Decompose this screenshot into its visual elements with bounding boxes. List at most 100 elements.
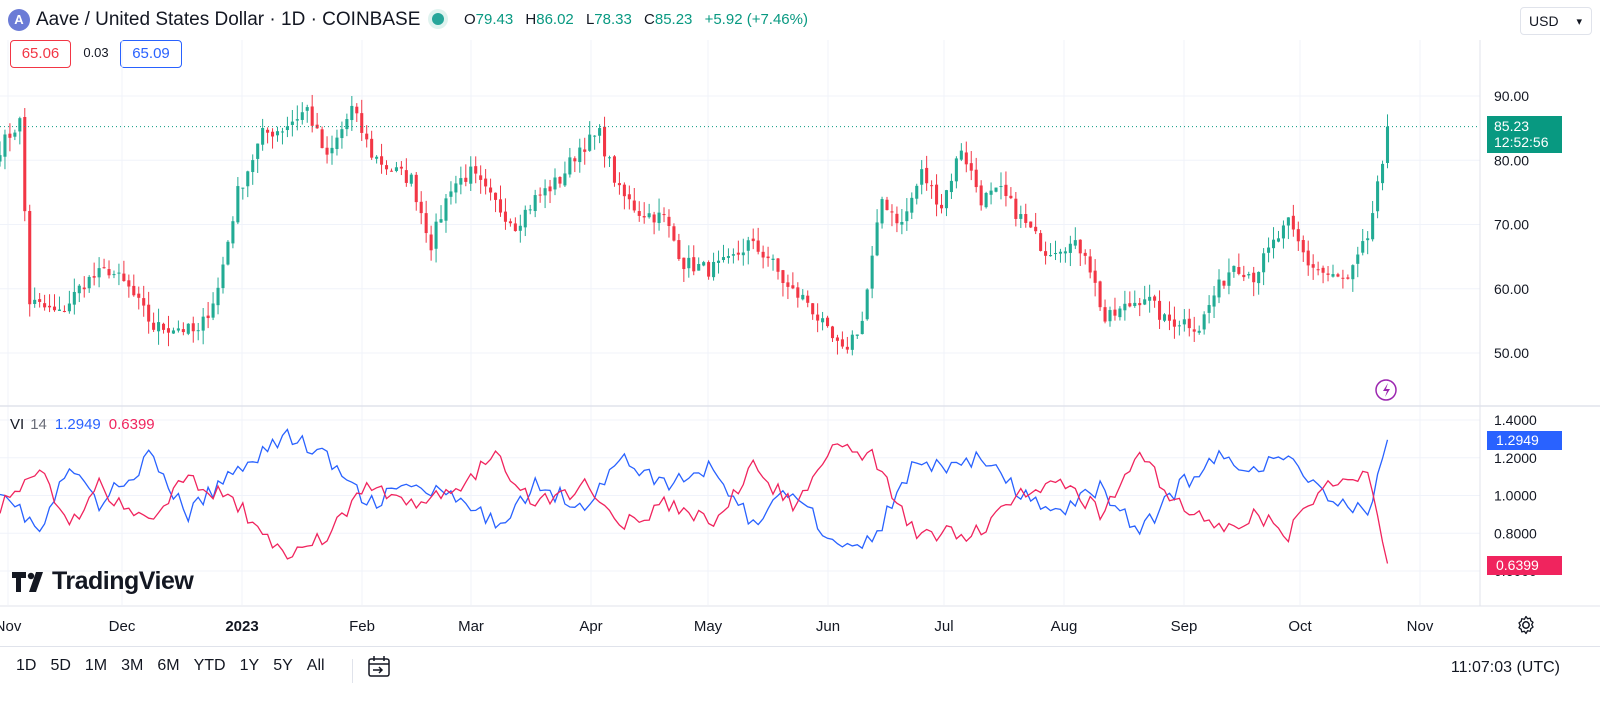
candle-body	[469, 166, 473, 184]
candle-body	[479, 175, 483, 180]
time-axis-label: Oct	[1288, 618, 1312, 635]
candle-body	[112, 274, 116, 276]
candle-body	[1138, 303, 1142, 306]
candle-body	[127, 280, 131, 287]
candle-body	[404, 170, 408, 183]
range-ytd-button[interactable]: YTD	[193, 657, 226, 674]
candle-body	[459, 178, 463, 185]
candle-body	[1073, 240, 1077, 246]
candle-body	[627, 194, 631, 200]
candle-body	[201, 316, 205, 331]
range-1d-button[interactable]: 1D	[16, 657, 37, 674]
lightning-bolt-icon	[1383, 383, 1390, 397]
chart-header: A Aave / United States Dollar · 1D · COI…	[0, 0, 1600, 40]
candle-body	[1162, 314, 1167, 321]
candle-body	[811, 303, 815, 315]
candle-body	[850, 334, 854, 350]
candle-body	[1068, 243, 1072, 253]
settings-gear-icon[interactable]	[1515, 614, 1537, 636]
candle-body	[57, 309, 61, 311]
candle-body	[974, 169, 978, 188]
candle-body	[979, 185, 983, 206]
candle-body	[62, 310, 66, 313]
candle-body	[355, 106, 359, 114]
candle-body	[335, 137, 339, 150]
candle-body	[206, 315, 210, 319]
candle-body	[231, 221, 235, 244]
candle-body	[87, 276, 91, 289]
candle-body	[171, 330, 175, 334]
candle-body	[607, 157, 612, 159]
range-5y-button[interactable]: 5Y	[273, 657, 293, 674]
candle-body	[295, 119, 299, 121]
candle-body	[667, 216, 671, 227]
candle-body	[964, 152, 968, 165]
time-axis-label: Dec	[109, 618, 136, 635]
candle-body	[721, 257, 726, 260]
sell-price-button[interactable]: 65.06	[10, 40, 71, 68]
candle-body	[860, 320, 864, 335]
candle-body	[1232, 265, 1236, 272]
candle-body	[895, 213, 899, 224]
candle-body	[389, 170, 394, 172]
candle-body	[697, 264, 701, 271]
time-axis-label: Mar	[458, 618, 484, 635]
candle-body	[1058, 251, 1062, 254]
candle-body	[766, 256, 770, 259]
candle-body	[791, 285, 795, 289]
candle-body	[1192, 329, 1196, 332]
candle-body	[142, 298, 146, 306]
low-label: L	[585, 11, 595, 28]
go-to-date-icon[interactable]	[366, 654, 392, 680]
candle-body	[1098, 281, 1102, 308]
candle-body	[414, 174, 418, 203]
candle-body	[1093, 270, 1097, 283]
range-3m-button[interactable]: 3M	[121, 657, 144, 674]
symbol-title[interactable]: Aave / United States Dollar · 1D · COINB…	[36, 9, 421, 30]
candle-body	[498, 199, 503, 213]
buy-price-button[interactable]: 65.09	[120, 40, 182, 68]
candle-body	[1143, 299, 1147, 305]
currency-select[interactable]: USD ▾	[1520, 7, 1592, 35]
candle-body	[756, 240, 760, 252]
candle-body	[18, 118, 22, 132]
range-1y-button[interactable]: 1Y	[239, 657, 260, 674]
candle-body	[687, 257, 691, 269]
last-price-tag: 85.23 12:52:56	[1487, 116, 1562, 153]
candle-body	[13, 132, 17, 137]
low-value: 78.33	[594, 11, 632, 28]
bar-countdown: 12:52:56	[1494, 134, 1549, 150]
candle-body	[1053, 253, 1058, 255]
candle-body	[1227, 272, 1231, 286]
candle-body	[821, 318, 825, 323]
tradingview-logo[interactable]: TradingView	[12, 567, 194, 599]
candle-body	[1029, 221, 1033, 228]
utc-clock[interactable]: 11:07:03 (UTC)	[1450, 659, 1560, 676]
time-axis-label: Apr	[579, 618, 602, 635]
candle-body	[256, 143, 260, 159]
candle-body	[1212, 295, 1216, 307]
candle-body	[1153, 296, 1157, 301]
candle-body	[489, 187, 493, 193]
candle-body	[1252, 272, 1256, 283]
candle-body	[1346, 277, 1350, 279]
candle-body	[266, 129, 270, 133]
candle-body	[875, 222, 879, 256]
vi-minus-line	[0, 443, 1389, 564]
candle-body	[1177, 325, 1181, 327]
candle-body	[67, 303, 71, 312]
candle-body	[23, 117, 27, 212]
candle-body	[1306, 250, 1310, 266]
candle-body	[1381, 163, 1385, 184]
vi-legend[interactable]: VI 14 1.2949 0.6399	[10, 416, 155, 433]
range-all-button[interactable]: All	[306, 657, 325, 674]
candle-body	[1276, 238, 1281, 242]
candle-body	[548, 186, 552, 192]
candle-body	[999, 186, 1003, 188]
candle-body	[1039, 233, 1043, 251]
aave-logo-icon[interactable]: A	[8, 9, 30, 31]
range-6m-button[interactable]: 6M	[157, 657, 180, 674]
range-5d-button[interactable]: 5D	[50, 657, 71, 674]
range-1m-button[interactable]: 1M	[84, 657, 108, 674]
